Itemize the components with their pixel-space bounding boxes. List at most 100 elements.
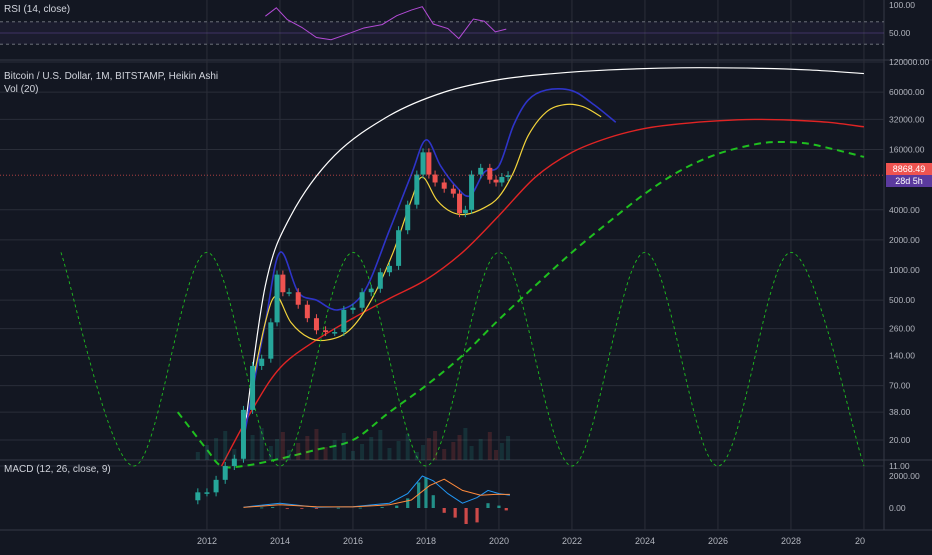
- volume-bar: [421, 445, 426, 460]
- main-grid: [0, 0, 884, 530]
- candle: [332, 332, 338, 334]
- volume-bar: [478, 439, 483, 460]
- candle: [323, 330, 329, 333]
- volume-bar: [451, 442, 456, 460]
- price-tick-label: 500.00: [889, 295, 915, 305]
- rsi-pane-label[interactable]: RSI (14, close): [4, 4, 71, 15]
- macd-pane-label[interactable]: MACD (12, 26, close, 9): [4, 464, 111, 475]
- macd-hist-bar: [285, 508, 289, 509]
- volume-bar: [323, 447, 328, 460]
- macd-histogram: [260, 477, 508, 524]
- candle: [280, 274, 286, 293]
- volume-bar: [332, 440, 337, 460]
- volume-bar: [457, 435, 462, 460]
- candle: [268, 322, 274, 359]
- candle: [426, 152, 432, 175]
- candle: [274, 274, 280, 323]
- candle: [222, 466, 228, 480]
- volume-bar: [232, 449, 237, 460]
- macd-hist-bar: [453, 508, 457, 518]
- candle: [462, 209, 468, 214]
- candle: [499, 177, 505, 183]
- volume-bar: [369, 437, 374, 460]
- volume-label[interactable]: Vol (20): [4, 84, 39, 95]
- volume-bar: [350, 451, 355, 460]
- macd-hist-bar: [431, 495, 435, 508]
- macd-hist-bar: [260, 507, 264, 509]
- candle: [420, 152, 426, 175]
- macd-hist-bar: [336, 507, 340, 509]
- time-tick-label: 2014: [270, 536, 290, 546]
- volume-bar: [275, 439, 280, 460]
- macd-hist-bar: [475, 508, 479, 523]
- volume-bar: [414, 452, 419, 460]
- candle: [487, 167, 493, 180]
- bar-countdown-tag: 28d 5h: [886, 175, 932, 187]
- macd-hist-bar: [486, 503, 490, 508]
- volume-bar: [442, 449, 447, 460]
- price-tick-label: 140.00: [889, 350, 915, 360]
- price-tick-label: 1000.00: [889, 265, 920, 275]
- candle: [478, 167, 484, 175]
- macd-hist-bar: [271, 507, 275, 508]
- price-tick-label: 4000.00: [889, 205, 920, 215]
- trend-curve-yellow: [250, 103, 602, 393]
- time-tick-label: 2028: [781, 536, 801, 546]
- candle: [350, 307, 356, 310]
- price-tick-label: 38.00: [889, 407, 911, 417]
- macd-hist-bar: [406, 498, 410, 508]
- candle: [377, 272, 383, 289]
- macd-hist-bar: [380, 507, 384, 508]
- candle: [195, 492, 201, 501]
- volume-bar: [499, 443, 504, 460]
- rsi-tick-label: 50.00: [889, 28, 911, 38]
- macd-hist-bar: [314, 508, 319, 509]
- candle: [457, 193, 463, 214]
- candle: [414, 174, 420, 205]
- price-tick-label: 2000.00: [889, 235, 920, 245]
- macd-hist-bar: [442, 508, 446, 513]
- candle: [341, 309, 347, 333]
- price-tick-label: 11.00: [889, 461, 910, 471]
- candle: [505, 175, 511, 178]
- volume-bar: [223, 431, 228, 460]
- macd-hist-bar: [417, 482, 421, 508]
- volume-bar: [296, 443, 301, 460]
- candle: [213, 479, 219, 493]
- price-tick-label: 120000.00: [889, 57, 929, 67]
- volume-bar: [360, 444, 365, 460]
- macd-hist-bar: [395, 505, 399, 508]
- time-tick-label: 2016: [343, 536, 363, 546]
- long-cycle-dashed-line: [176, 141, 865, 469]
- symbol-title[interactable]: Bitcoin / U.S. Dollar, 1M, BITSTAMP, Hei…: [4, 71, 219, 82]
- volume-bar: [506, 436, 511, 460]
- volume-bar: [287, 450, 292, 460]
- volume-bar: [280, 432, 285, 460]
- time-tick-label: 2020: [489, 536, 509, 546]
- volume-bar: [378, 430, 383, 460]
- macd-hist-bar: [424, 477, 428, 508]
- volume-bar: [314, 429, 319, 460]
- candle: [405, 204, 411, 231]
- candle: [450, 188, 456, 194]
- rsi-tick-label: 100.00: [889, 0, 915, 10]
- macd-hist-bar: [504, 508, 508, 511]
- candle: [313, 318, 319, 331]
- volume-bar: [463, 428, 468, 460]
- time-tick-label: 2012: [197, 536, 217, 546]
- macd-hist-bar: [464, 508, 468, 524]
- time-tick-label: 2022: [562, 536, 582, 546]
- volume-bar: [387, 448, 392, 460]
- candle: [386, 265, 392, 273]
- rsi-line: [265, 6, 507, 41]
- volume-bar: [396, 441, 401, 460]
- volume-bar: [494, 450, 499, 460]
- candle: [231, 458, 237, 466]
- volume-bar: [433, 431, 438, 460]
- volume-bar: [405, 434, 410, 460]
- volume-bar: [426, 438, 431, 460]
- time-tick-label: 2026: [708, 536, 728, 546]
- candle: [250, 365, 256, 410]
